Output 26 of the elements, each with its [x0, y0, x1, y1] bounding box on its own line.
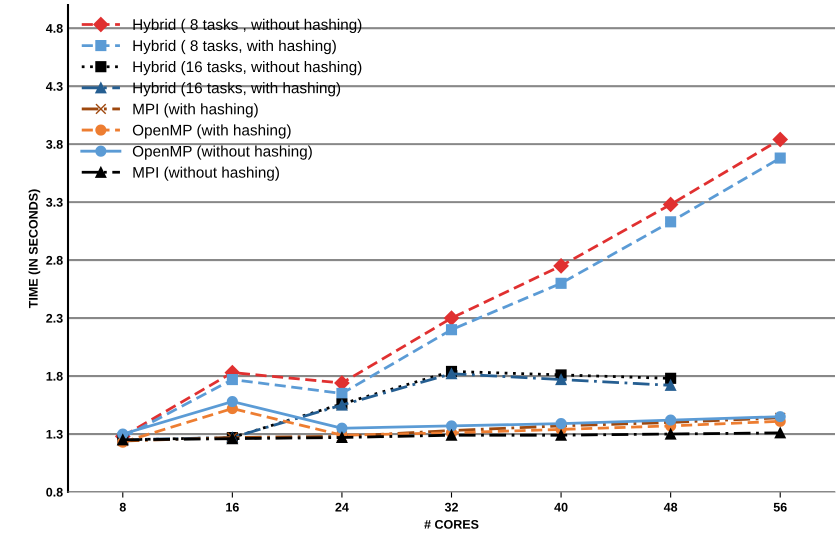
x-axis-title: # CORES	[424, 520, 478, 529]
legend-label: Hybrid (16 tasks, with hashing)	[133, 82, 340, 96]
x-tick-label: 24	[335, 502, 349, 512]
y-tick-label: 3.8	[46, 140, 63, 149]
y-tick-label: 4.8	[46, 24, 63, 33]
legend-label: Hybrid ( 8 tasks , without hashing)	[133, 18, 362, 33]
x-tick-label: 56	[774, 502, 787, 512]
x-tick-label: 40	[554, 502, 568, 512]
y-tick-label: 2.8	[46, 256, 63, 265]
x-tick-label: 48	[664, 502, 678, 512]
y-tick-label: 2.3	[46, 314, 63, 323]
legend-label: MPI (without hashing)	[133, 166, 279, 181]
y-tick-label: 4.3	[46, 82, 63, 91]
legend-label: OpenMP (with hashing)	[132, 124, 291, 139]
y-tick-label: 0.8	[46, 488, 63, 497]
legend-label: OpenMP (without hashing)	[132, 145, 312, 160]
y-axis-title: TIME (IN SECONDS)	[28, 189, 40, 308]
y-tick-label: 3.3	[46, 198, 63, 207]
x-tick-label: 8	[120, 502, 126, 512]
legend-label: Hybrid (16 tasks, without hashing)	[133, 60, 362, 76]
y-tick-label: 1.3	[46, 430, 63, 439]
y-tick-label: 1.8	[46, 372, 63, 381]
legend-label: Hybrid ( 8 tasks, with hashing)	[133, 40, 336, 54]
x-tick-label: 16	[226, 502, 239, 512]
legend-label: MPI (with hashing)	[133, 103, 258, 118]
x-tick-label: 32	[444, 502, 458, 512]
